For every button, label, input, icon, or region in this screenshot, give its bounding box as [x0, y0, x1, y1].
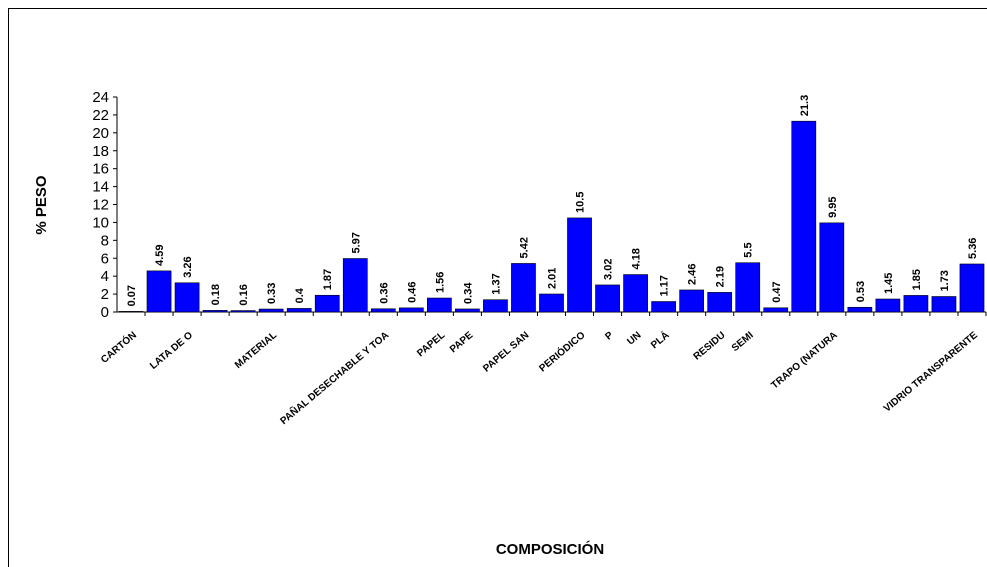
y-tick-label: 4 — [101, 268, 109, 285]
value-label: 3.02 — [603, 259, 615, 280]
value-label: 5.97 — [350, 232, 362, 253]
value-label: 4.18 — [631, 248, 643, 269]
bar — [146, 270, 172, 313]
value-label: 21.3 — [799, 95, 811, 116]
x-tick-label: TRAPO (NATURA — [769, 330, 839, 392]
value-label: 2.46 — [687, 264, 699, 285]
x-axis-label: COMPOSICIÓN — [496, 540, 604, 558]
bar — [763, 307, 789, 313]
value-label: 0.07 — [126, 285, 138, 306]
bar — [679, 289, 705, 313]
bar — [118, 311, 144, 313]
y-tick-label: 6 — [101, 250, 109, 267]
bar — [735, 262, 761, 313]
x-tick-label: RESIDU — [692, 330, 728, 363]
x-tick-label: PAÑAL DESECHABLE Y TOA — [277, 328, 391, 427]
value-label: 0.18 — [210, 284, 222, 305]
bar — [314, 294, 340, 313]
bar — [286, 308, 312, 313]
bar — [875, 298, 901, 313]
value-label: 0.36 — [378, 282, 390, 303]
x-tick-label: VIDRIO TRANSPARENTE — [882, 330, 980, 415]
bar — [427, 297, 452, 313]
x-tick-label: MATERIAL — [233, 330, 279, 371]
y-tick-label: 16 — [92, 161, 109, 178]
bar — [847, 306, 873, 313]
bar — [651, 301, 676, 313]
y-tick-label: 14 — [92, 179, 109, 196]
x-tick-label: PLÁ — [648, 328, 672, 351]
value-label: 5.36 — [967, 238, 979, 259]
value-label: 1.56 — [434, 272, 446, 293]
x-tick-label: SEMI — [730, 330, 756, 354]
value-label: 2.19 — [715, 266, 727, 287]
value-label: 0.4 — [294, 287, 306, 303]
value-label: 1.73 — [939, 270, 951, 291]
value-label: 0.53 — [855, 281, 867, 302]
value-label: 5.42 — [518, 237, 530, 258]
bar — [483, 299, 508, 313]
value-label: 2.01 — [547, 268, 559, 289]
value-label: 9.95 — [827, 196, 839, 217]
value-label: 1.87 — [322, 269, 334, 290]
bar — [398, 307, 424, 313]
x-tick-label: PAPEL — [415, 330, 447, 359]
value-label: 5.5 — [743, 242, 755, 257]
bar — [819, 222, 845, 313]
value-label: 0.34 — [462, 282, 474, 304]
y-tick-label: 2 — [101, 286, 109, 303]
x-tick-label: PAPEL SAN — [481, 330, 531, 375]
value-label: 1.37 — [490, 273, 502, 294]
y-tick-label: 18 — [92, 143, 109, 160]
bar — [258, 308, 284, 313]
x-tick-label: PERIÓDICO — [536, 328, 588, 374]
value-label: 0.46 — [406, 281, 418, 302]
value-label: 1.85 — [911, 269, 923, 290]
y-tick-label: 8 — [101, 232, 109, 249]
bar — [931, 296, 957, 313]
y-tick-label: 0 — [101, 304, 109, 321]
bar — [511, 263, 536, 313]
value-label: 10.5 — [575, 192, 587, 213]
value-label: 0.33 — [266, 283, 278, 304]
y-tick-label: 10 — [92, 214, 109, 231]
x-tick-label: PAPE — [448, 330, 476, 356]
bar — [707, 292, 733, 313]
value-label: 1.45 — [883, 273, 895, 294]
bar — [959, 263, 985, 313]
bar — [623, 274, 648, 313]
value-label: 1.17 — [659, 275, 671, 296]
bar — [539, 293, 564, 313]
bar — [342, 258, 368, 313]
y-tick-label: 24 — [92, 89, 109, 106]
x-tick-label: CARTÓN — [98, 328, 139, 365]
y-tick-label: 12 — [92, 197, 109, 214]
x-tick-label: UN — [625, 330, 643, 348]
y-tick-label: 22 — [92, 107, 109, 124]
bar — [903, 295, 929, 313]
value-label: 3.26 — [182, 256, 194, 277]
bar — [202, 310, 228, 313]
bar — [567, 217, 592, 313]
bar — [595, 284, 620, 313]
value-label: 0.16 — [238, 284, 250, 305]
x-tick-label: LATA DE O — [148, 330, 195, 372]
bar — [230, 310, 256, 313]
bar — [174, 282, 200, 313]
value-label: 4.59 — [154, 244, 166, 265]
value-label: 0.47 — [771, 281, 783, 302]
chart-frame — [8, 8, 987, 567]
bar — [370, 308, 396, 313]
y-axis-label: % PESO — [33, 175, 50, 235]
x-tick-label: P — [603, 330, 615, 343]
bar — [455, 308, 480, 313]
bar — [791, 120, 817, 313]
y-tick-label: 20 — [92, 125, 109, 142]
